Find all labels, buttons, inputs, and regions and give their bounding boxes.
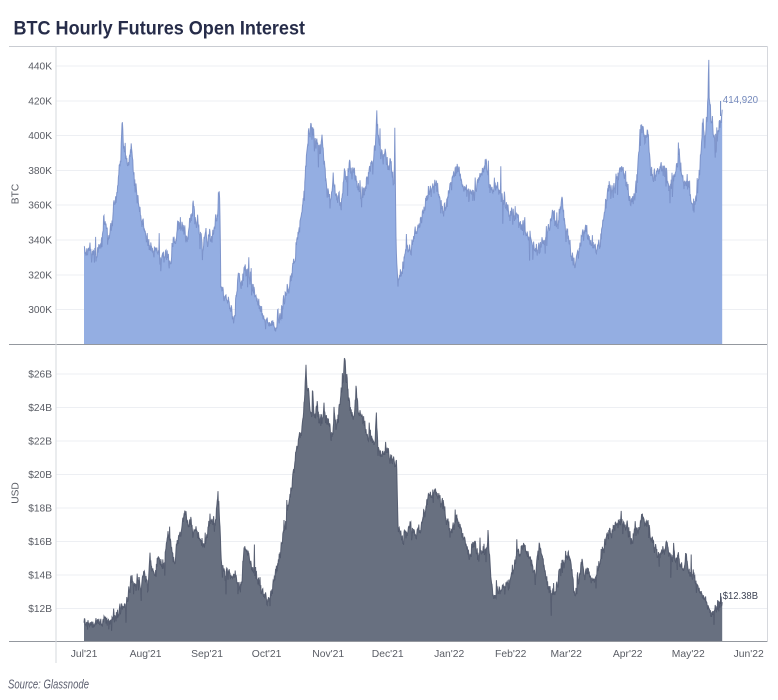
svg-text:BTC: BTC: [11, 184, 22, 204]
svg-text:Feb'22: Feb'22: [495, 649, 527, 660]
svg-text:Dec'21: Dec'21: [372, 649, 404, 660]
svg-text:Nov'21: Nov'21: [312, 649, 344, 660]
svg-text:Jan'22: Jan'22: [434, 649, 464, 660]
svg-text:$20B: $20B: [28, 470, 52, 481]
svg-text:Oct'21: Oct'21: [252, 649, 282, 660]
svg-text:$24B: $24B: [28, 403, 52, 414]
svg-text:$18B: $18B: [28, 504, 52, 515]
svg-text:300K: 300K: [28, 305, 52, 316]
svg-text:$26B: $26B: [28, 370, 52, 381]
svg-text:400K: 400K: [28, 131, 52, 142]
svg-text:Jul'21: Jul'21: [71, 649, 98, 660]
svg-text:$14B: $14B: [28, 571, 52, 582]
svg-text:380K: 380K: [28, 166, 52, 177]
svg-text:440K: 440K: [28, 62, 52, 73]
svg-text:320K: 320K: [28, 270, 52, 281]
svg-text:$12.38B: $12.38B: [723, 590, 758, 602]
svg-text:Apr'22: Apr'22: [613, 649, 643, 660]
svg-text:340K: 340K: [28, 236, 52, 247]
svg-text:USD: USD: [11, 482, 22, 504]
svg-text:420K: 420K: [28, 96, 52, 107]
svg-text:Mar'22: Mar'22: [551, 649, 583, 660]
svg-text:$16B: $16B: [28, 537, 52, 548]
svg-text:360K: 360K: [28, 201, 52, 212]
svg-text:BTC Hourly Futures Open Intere: BTC Hourly Futures Open Interest: [14, 18, 306, 40]
svg-text:Source: Glassnode: Source: Glassnode: [8, 678, 89, 692]
svg-text:Sep'21: Sep'21: [191, 649, 223, 660]
svg-text:Aug'21: Aug'21: [130, 649, 162, 660]
svg-text:$12B: $12B: [28, 604, 52, 615]
svg-text:$22B: $22B: [28, 437, 52, 448]
svg-text:May'22: May'22: [672, 649, 705, 660]
svg-text:414,920: 414,920: [723, 94, 758, 106]
svg-text:Jun'22: Jun'22: [734, 649, 764, 660]
